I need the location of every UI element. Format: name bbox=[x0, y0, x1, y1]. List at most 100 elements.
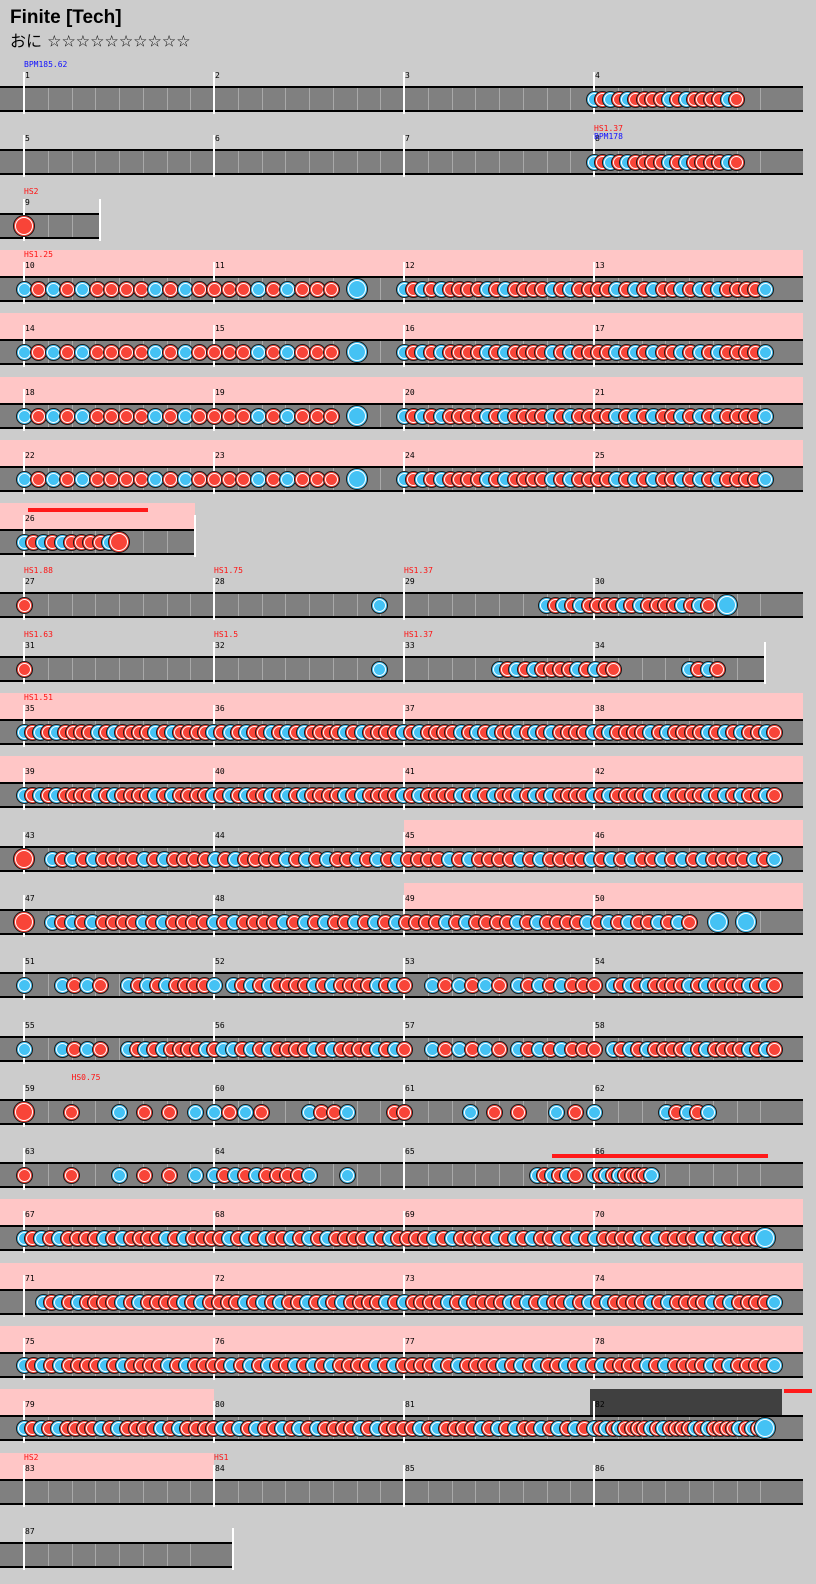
beat-line bbox=[190, 594, 191, 616]
difficulty-stars: ☆☆☆☆☆☆☆☆☆☆ bbox=[47, 31, 191, 51]
beat-line bbox=[665, 1164, 666, 1186]
beat-line bbox=[72, 88, 73, 110]
beat-line bbox=[48, 1101, 49, 1123]
bar-line bbox=[403, 72, 405, 114]
scroll-speed-label: HS2 bbox=[24, 1453, 39, 1462]
beat-line bbox=[523, 1481, 524, 1503]
bar-number: 16 bbox=[405, 324, 415, 333]
beat-line bbox=[475, 658, 476, 680]
ka-note bbox=[301, 1167, 318, 1184]
chart-row: 9 HS2 bbox=[0, 187, 816, 245]
beat-line bbox=[238, 88, 239, 110]
don-note bbox=[221, 1104, 238, 1121]
don-note bbox=[206, 281, 223, 298]
ka-note bbox=[187, 1104, 204, 1121]
beat-line bbox=[72, 594, 73, 616]
beat-line bbox=[499, 594, 500, 616]
scroll-speed-label: HS1.25 bbox=[24, 250, 53, 259]
ka-note bbox=[757, 281, 774, 298]
bar-number: 10 bbox=[25, 261, 35, 270]
beat-line bbox=[262, 594, 263, 616]
don-note bbox=[92, 1041, 109, 1058]
beat-line bbox=[428, 1101, 429, 1123]
beat-line bbox=[380, 278, 381, 300]
don-note bbox=[191, 408, 208, 425]
bar-number: 74 bbox=[595, 1274, 605, 1283]
chart-row: 1 2 3 4 BPM185.62 bbox=[0, 60, 816, 118]
beat-line bbox=[285, 151, 286, 173]
bar-number: 48 bbox=[215, 894, 225, 903]
ka-note bbox=[586, 1104, 603, 1121]
don-note bbox=[92, 977, 109, 994]
bar-line bbox=[403, 578, 405, 620]
ka-note bbox=[757, 344, 774, 361]
bar-number: 33 bbox=[405, 641, 415, 650]
beat-line bbox=[72, 658, 73, 680]
don-note bbox=[681, 914, 698, 931]
beat-line bbox=[333, 1481, 334, 1503]
balloon-bar bbox=[28, 508, 148, 512]
beat-line bbox=[167, 594, 168, 616]
gogo-highlight bbox=[404, 820, 803, 848]
bar-number: 22 bbox=[25, 451, 35, 460]
beat-line bbox=[48, 1544, 49, 1566]
beat-line bbox=[143, 88, 144, 110]
chart-row: 43 44 45 46 bbox=[0, 820, 816, 878]
gogo-highlight bbox=[0, 503, 195, 531]
drumroll-bar bbox=[552, 1154, 768, 1158]
beat-line bbox=[428, 1164, 429, 1186]
chart-row: 67 68 69 70 bbox=[0, 1199, 816, 1257]
bar-number: 54 bbox=[595, 957, 605, 966]
beat-line bbox=[119, 594, 120, 616]
chart-row: 27 28 29 30 HS1.88 HS1.75 HS1.37 bbox=[0, 566, 816, 624]
bar-number: 70 bbox=[595, 1210, 605, 1219]
chart-row: 14 15 16 17 bbox=[0, 313, 816, 371]
bar-number: 45 bbox=[405, 831, 415, 840]
beat-line bbox=[475, 88, 476, 110]
beat-line bbox=[618, 1481, 619, 1503]
beat-line bbox=[48, 594, 49, 616]
scroll-speed-label: HS1.51 bbox=[24, 693, 53, 702]
don-note bbox=[118, 408, 135, 425]
don-note bbox=[103, 344, 120, 361]
chart-row: 10 11 12 13 HS1.25 bbox=[0, 250, 816, 308]
beat-line bbox=[309, 151, 310, 173]
beat-line bbox=[167, 88, 168, 110]
ka-note bbox=[548, 1104, 565, 1121]
beat-line bbox=[452, 151, 453, 173]
bar-number: 69 bbox=[405, 1210, 415, 1219]
beat-line bbox=[380, 468, 381, 490]
ka-note bbox=[74, 471, 91, 488]
beat-line bbox=[143, 594, 144, 616]
ka-note bbox=[250, 281, 267, 298]
beat-line bbox=[357, 658, 358, 680]
bar-number: 61 bbox=[405, 1084, 415, 1093]
ka-note bbox=[45, 344, 62, 361]
beat-line bbox=[499, 151, 500, 173]
bar-number: 40 bbox=[215, 767, 225, 776]
beat-line bbox=[380, 151, 381, 173]
ka-note bbox=[371, 597, 388, 614]
don-note bbox=[586, 1041, 603, 1058]
scroll-speed-label: HS1.75 bbox=[214, 566, 243, 575]
bar-number: 13 bbox=[595, 261, 605, 270]
don-note bbox=[567, 1167, 584, 1184]
bar-number: 35 bbox=[25, 704, 35, 713]
bar-number: 86 bbox=[595, 1464, 605, 1473]
ka-note bbox=[462, 1104, 479, 1121]
ka-note bbox=[250, 471, 267, 488]
bar-number: 72 bbox=[215, 1274, 225, 1283]
don-note bbox=[235, 281, 252, 298]
ka-note bbox=[339, 1104, 356, 1121]
don-note bbox=[294, 408, 311, 425]
beat-line bbox=[333, 151, 334, 173]
don-note bbox=[323, 471, 340, 488]
big-don-note bbox=[13, 1101, 35, 1123]
beat-line bbox=[95, 1164, 96, 1186]
beat-line bbox=[428, 1481, 429, 1503]
big-don-note bbox=[108, 531, 130, 553]
gogo-highlight bbox=[0, 250, 803, 278]
beat-line bbox=[570, 88, 571, 110]
beat-line bbox=[285, 1481, 286, 1503]
ka-note bbox=[111, 1167, 128, 1184]
